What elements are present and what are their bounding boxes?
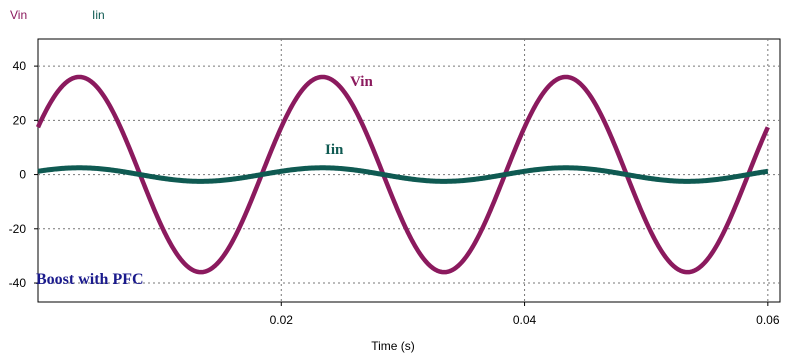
series-line-iin <box>36 165 770 184</box>
legend-entry-iin: Iin <box>92 8 105 22</box>
legend-entry-vin: Vin <box>10 8 27 22</box>
y-tick-label: 20 <box>13 113 27 127</box>
y-tick-label: -40 <box>9 276 27 290</box>
plot-area <box>37 38 781 303</box>
y-tick-label: 0 <box>19 168 26 182</box>
x-tick-label: 0.06 <box>756 313 780 327</box>
tick-labels: 0.02 0.04 0.06 40 20 0 -20 -40 <box>9 59 780 327</box>
x-tick-label: 0.02 <box>270 313 294 327</box>
x-tick-label: 0.04 <box>513 313 537 327</box>
annotation-iin: Iin <box>325 142 344 158</box>
annotation-boost-with-pfc: Boost with PFC <box>36 271 144 288</box>
y-tick-label: -20 <box>9 222 27 236</box>
legend: Vin Iin <box>10 8 105 22</box>
series-line-vin <box>35 74 770 275</box>
annotation-vin: Vin <box>350 74 373 90</box>
y-tick-label: 40 <box>13 59 27 73</box>
series-layer <box>35 74 770 275</box>
x-axis-title: Time (s) <box>371 339 415 353</box>
